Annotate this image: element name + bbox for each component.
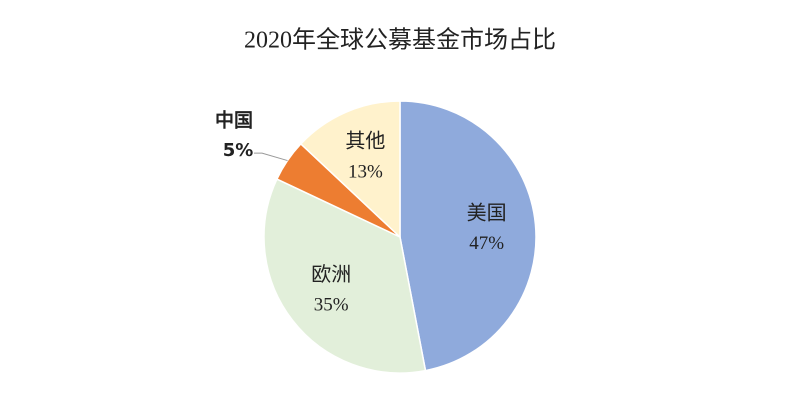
leader-line (254, 152, 288, 162)
value-label: 5% (223, 140, 254, 161)
chart-title: 2020年全球公募基金市场占比 (244, 27, 556, 54)
slice-label: 中国 (215, 109, 253, 132)
value-label: 35% (314, 295, 349, 316)
pie-slice (263, 178, 427, 374)
value-label: 13% (348, 161, 383, 182)
value-label: 47% (469, 233, 504, 254)
slice-label: 美国 (467, 201, 507, 224)
slice-label: 其他 (345, 130, 385, 153)
pie-slice (399, 100, 537, 372)
slice-label: 欧洲 (311, 263, 351, 286)
pie-slice (299, 100, 401, 239)
